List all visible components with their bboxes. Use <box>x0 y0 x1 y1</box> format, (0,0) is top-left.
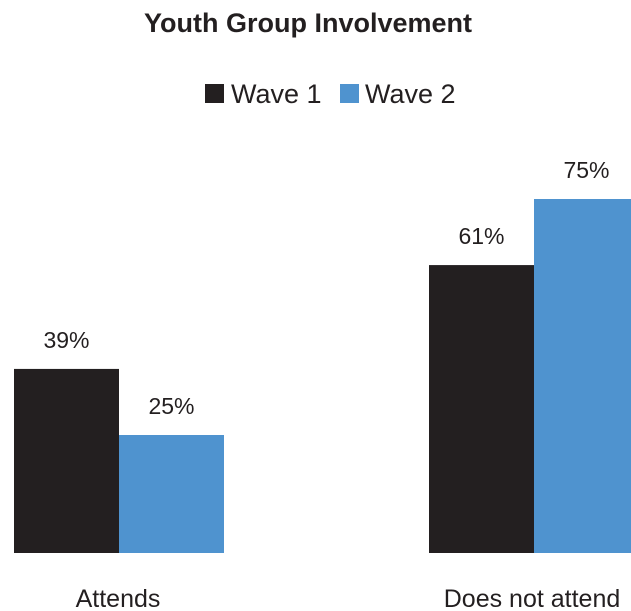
category-label-attends: Attends <box>76 585 161 611</box>
legend: Wave 1 Wave 2 <box>205 79 456 109</box>
bar-attends-wave-1 <box>14 368 119 553</box>
plot-area: 39% 25% Attends 61% 75% Does not attend <box>14 157 631 611</box>
legend-label-wave-2: Wave 2 <box>365 79 456 109</box>
data-label-does-not-attend-wave-1: 61% <box>458 223 504 249</box>
legend-label-wave-1: Wave 1 <box>231 79 322 109</box>
data-label-does-not-attend-wave-2: 75% <box>563 157 609 183</box>
bar-attends-wave-2 <box>119 435 224 553</box>
bar-does-not-attend-wave-1 <box>429 265 534 553</box>
data-label-attends-wave-1: 39% <box>43 327 89 353</box>
legend-swatch-wave-2 <box>340 84 359 103</box>
data-label-attends-wave-2: 25% <box>148 393 194 419</box>
chart-title: Youth Group Involvement <box>144 8 472 38</box>
category-label-does-not-attend: Does not attend <box>444 585 621 611</box>
bar-does-not-attend-wave-2 <box>534 199 631 553</box>
legend-swatch-wave-1 <box>205 84 224 103</box>
